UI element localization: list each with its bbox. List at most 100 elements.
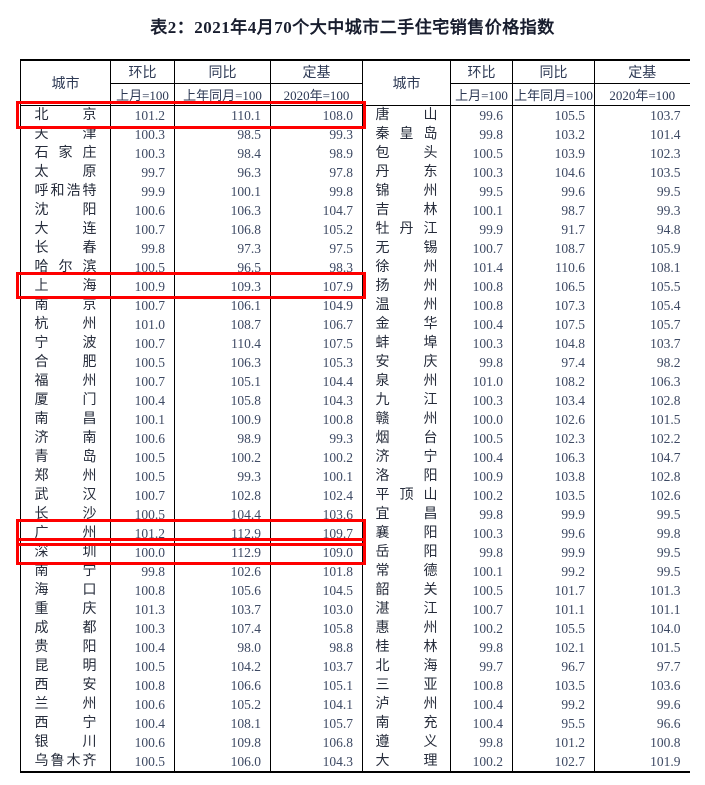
mom-value-cell: 101.4 xyxy=(450,258,513,277)
city-cell: 石家庄 xyxy=(20,144,111,163)
fb-value-cell: 105.5 xyxy=(594,277,690,296)
city-name: 平顶山 xyxy=(375,488,438,503)
yoy-value-cell: 102.6 xyxy=(512,410,595,429)
yoy-value-cell: 98.9 xyxy=(174,429,271,448)
city-cell: 丹东 xyxy=(362,163,451,182)
table-row: 广州 101.2 112.9 109.7 襄阳 100.3 99.6 99.8 xyxy=(20,524,690,543)
yoy-value-cell: 98.7 xyxy=(512,201,595,220)
city-name: 韶关 xyxy=(375,583,438,598)
mom-value-cell: 99.8 xyxy=(110,239,175,258)
yoy-value-cell: 105.1 xyxy=(174,372,271,391)
table-row: 郑州 100.5 99.3 100.1 洛阳 100.9 103.8 102.8 xyxy=(20,467,690,486)
city-cell: 北京 xyxy=(20,105,111,125)
city-name: 九江 xyxy=(375,393,438,408)
yoy-value-cell: 106.8 xyxy=(174,220,271,239)
city-cell: 贵阳 xyxy=(20,638,111,657)
city-cell: 呼和浩特 xyxy=(20,182,111,201)
city-name: 宁波 xyxy=(34,336,97,351)
city-cell: 深圳 xyxy=(20,543,111,562)
yoy-value-cell: 104.8 xyxy=(512,334,595,353)
yoy-value-cell: 107.3 xyxy=(512,296,595,315)
yoy-value-cell: 109.8 xyxy=(174,733,271,752)
table-row: 乌鲁木齐 100.5 106.0 104.3 大理 100.2 102.7 101.9 xyxy=(20,752,690,772)
mom-value-cell: 100.2 xyxy=(450,752,513,772)
city-cell: 韶关 xyxy=(362,581,451,600)
yoy-value-cell: 106.1 xyxy=(174,296,271,315)
city-cell: 南宁 xyxy=(20,562,111,581)
table-row: 武汉 100.7 102.8 102.4 平顶山 100.2 103.5 102.6 xyxy=(20,486,690,505)
mom-value-cell: 99.9 xyxy=(110,182,175,201)
mom-value-cell: 100.3 xyxy=(450,334,513,353)
table-row: 杭州 101.0 108.7 106.7 金华 100.4 107.5 105.7 xyxy=(20,315,690,334)
fb-value-cell: 99.6 xyxy=(594,695,690,714)
table-row: 宁波 100.7 110.4 107.5 蚌埠 100.3 104.8 103.7 xyxy=(20,334,690,353)
yoy-value-cell: 109.3 xyxy=(174,277,271,296)
yoy-value-cell: 96.5 xyxy=(174,258,271,277)
city-name: 安庆 xyxy=(375,355,438,370)
mom-value-cell: 100.7 xyxy=(110,486,175,505)
table-row: 太原 99.7 96.3 97.8 丹东 100.3 104.6 103.5 xyxy=(20,163,690,182)
yoy-value-cell: 104.2 xyxy=(174,657,271,676)
mom-value-cell: 99.8 xyxy=(450,638,513,657)
fb-value-cell: 99.5 xyxy=(594,505,690,524)
yoy-value-cell: 99.9 xyxy=(512,505,595,524)
mom-value-cell: 99.8 xyxy=(450,353,513,372)
yoy-value-cell: 107.4 xyxy=(174,619,271,638)
yoy-value-cell: 105.5 xyxy=(512,619,595,638)
city-cell: 宜昌 xyxy=(362,505,451,524)
city-name: 银川 xyxy=(34,735,97,750)
table-row: 呼和浩特 99.9 100.1 99.8 锦州 99.5 99.6 99.5 xyxy=(20,182,690,201)
fb-value-cell: 101.5 xyxy=(594,638,690,657)
table-row: 厦门 100.4 105.8 104.3 九江 100.3 103.4 102.8 xyxy=(20,391,690,410)
yoy-value-cell: 103.5 xyxy=(512,486,595,505)
city-cell: 兰州 xyxy=(20,695,111,714)
fb-value-cell: 102.8 xyxy=(594,391,690,410)
city-name: 海口 xyxy=(34,583,97,598)
city-cell: 桂林 xyxy=(362,638,451,657)
city-name: 哈尔滨 xyxy=(34,260,97,275)
city-name: 深圳 xyxy=(34,545,97,560)
mom-value-cell: 100.5 xyxy=(110,258,175,277)
city-cell: 沈阳 xyxy=(20,201,111,220)
city-name: 杭州 xyxy=(34,317,97,332)
city-name: 赣州 xyxy=(375,412,438,427)
city-cell: 成都 xyxy=(20,619,111,638)
city-cell: 南京 xyxy=(20,296,111,315)
city-cell: 广州 xyxy=(20,524,111,543)
city-name: 郑州 xyxy=(34,469,97,484)
city-cell: 济宁 xyxy=(362,448,451,467)
city-name: 襄阳 xyxy=(375,526,438,541)
fb-value-cell: 104.7 xyxy=(270,201,363,220)
mom-value-cell: 99.6 xyxy=(450,105,513,125)
yoy-value-cell: 112.9 xyxy=(174,543,271,562)
fb-value-cell: 103.7 xyxy=(594,105,690,125)
city-name: 遵义 xyxy=(375,735,438,750)
mom-value-cell: 100.3 xyxy=(450,524,513,543)
yoy-value-cell: 98.0 xyxy=(174,638,271,657)
fb-value-cell: 97.7 xyxy=(594,657,690,676)
fb-value-cell: 104.4 xyxy=(270,372,363,391)
city-cell: 海口 xyxy=(20,581,111,600)
city-cell: 南昌 xyxy=(20,410,111,429)
city-name: 洛阳 xyxy=(375,469,438,484)
yoy-value-cell: 101.2 xyxy=(512,733,595,752)
fb-value-cell: 100.8 xyxy=(270,410,363,429)
city-name: 金华 xyxy=(375,317,438,332)
fb-value-cell: 105.1 xyxy=(270,676,363,695)
header-yoy-base-right: 上年同月=100 xyxy=(512,83,595,106)
mom-value-cell: 100.8 xyxy=(450,296,513,315)
header-mom-base-right: 上月=100 xyxy=(450,83,513,106)
header-fixedbase-base-right: 2020年=100 xyxy=(594,83,690,106)
table-row: 深圳 100.0 112.9 109.0 岳阳 99.8 99.9 99.5 xyxy=(20,543,690,562)
table-row: 贵阳 100.4 98.0 98.8 桂林 99.8 102.1 101.5 xyxy=(20,638,690,657)
city-cell: 重庆 xyxy=(20,600,111,619)
mom-value-cell: 99.8 xyxy=(450,505,513,524)
city-name: 南昌 xyxy=(34,412,97,427)
yoy-value-cell: 99.6 xyxy=(512,524,595,543)
mom-value-cell: 100.4 xyxy=(110,638,175,657)
header-yoy-base-left: 上年同月=100 xyxy=(174,83,271,106)
table-row: 长春 99.8 97.3 97.5 无锡 100.7 108.7 105.9 xyxy=(20,239,690,258)
table-row: 北京 101.2 110.1 108.0 唐山 99.6 105.5 103.7 xyxy=(20,105,690,125)
fb-value-cell: 104.0 xyxy=(594,619,690,638)
fb-value-cell: 97.8 xyxy=(270,163,363,182)
